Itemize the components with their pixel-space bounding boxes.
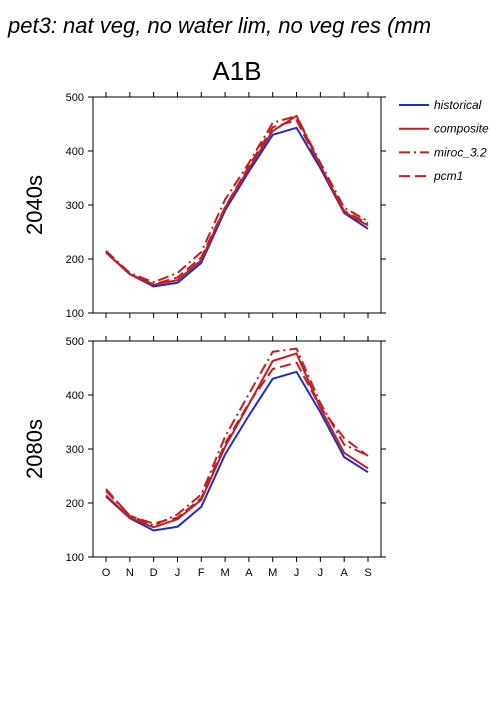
- x-tick-label: M: [268, 567, 277, 579]
- series-line-historical: [105, 126, 369, 288]
- series-line-composite: [105, 352, 369, 529]
- x-tick-label: D: [150, 567, 158, 579]
- legend-label: historical: [434, 98, 482, 112]
- series-line-miroc-3-2: [105, 114, 369, 284]
- panel-row-label: 2040s: [22, 175, 47, 235]
- y-tick-label: 400: [66, 146, 84, 158]
- series-line-miroc-3-2: [105, 347, 369, 527]
- y-tick-label: 200: [66, 498, 84, 510]
- chart-panel-2080s: 100 200 300 400 500 O N D J F M A M J J A S 2080s: [22, 336, 386, 579]
- series-line-pcm1: [105, 361, 369, 525]
- legend-item: pcm1: [399, 169, 463, 183]
- series-line-historical: [105, 370, 369, 532]
- y-tick-label: 100: [66, 308, 84, 320]
- series-line-pcm1: [105, 119, 369, 286]
- x-tick-label: M: [221, 567, 230, 579]
- series-line-composite: [105, 114, 369, 286]
- x-tick-label: F: [198, 567, 205, 579]
- x-tick-label: J: [175, 567, 181, 579]
- y-tick-label: 400: [66, 390, 84, 402]
- y-tick-label: 500: [66, 92, 84, 104]
- chart-panel-2040s: 100 200 300 400 500 2040s: [22, 92, 386, 320]
- x-tick-label: S: [364, 567, 371, 579]
- scenario-label: A1B: [212, 56, 261, 86]
- plot-frame: [92, 96, 382, 314]
- y-tick-label: 200: [66, 254, 84, 266]
- legend: historical composite miroc_3.2 pcm1: [399, 98, 489, 183]
- x-tick-label: A: [341, 567, 349, 579]
- legend-item: miroc_3.2: [399, 145, 487, 159]
- x-tick-label: A: [245, 567, 253, 579]
- x-tick-label: J: [318, 567, 324, 579]
- legend-item: composite: [399, 122, 489, 136]
- y-tick-label: 300: [66, 200, 84, 212]
- y-tick-label: 300: [66, 444, 84, 456]
- x-tick-label: O: [102, 567, 111, 579]
- chart-panels: 100 200 300 400 500 2040s 100 200 300 400 500 O N D J F…: [22, 92, 386, 579]
- legend-item: historical: [399, 98, 482, 112]
- plot-frame: [92, 340, 382, 558]
- figure-title: pet3: nat veg, no water lim, no veg res …: [7, 13, 431, 38]
- y-tick-label: 500: [66, 336, 84, 348]
- panel-row-label: 2080s: [22, 419, 47, 479]
- legend-label: composite: [434, 122, 489, 136]
- legend-label: pcm1: [433, 169, 463, 183]
- x-tick-label: N: [126, 567, 134, 579]
- x-tick-label: J: [294, 567, 300, 579]
- y-tick-label: 100: [66, 552, 84, 564]
- legend-label: miroc_3.2: [434, 145, 487, 159]
